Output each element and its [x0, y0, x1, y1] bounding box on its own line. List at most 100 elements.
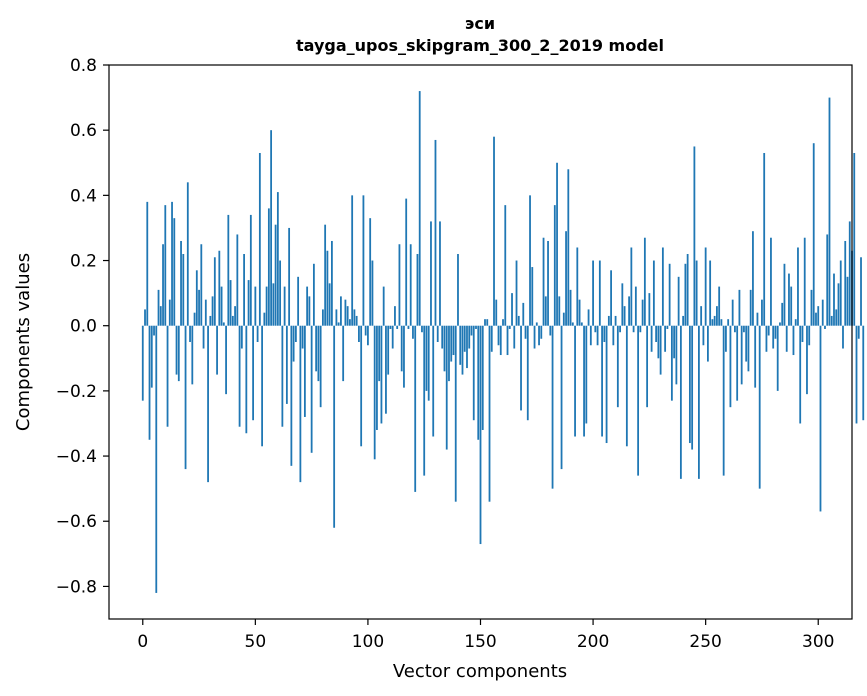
bar-249 — [702, 325, 705, 346]
bar-292 — [799, 325, 802, 424]
chart-title-line1: эси — [465, 14, 495, 33]
bar-190 — [569, 289, 572, 326]
bar-277 — [765, 325, 768, 352]
bar-260 — [727, 319, 730, 326]
bar-90 — [344, 299, 347, 326]
bar-14 — [173, 218, 176, 326]
bar-34 — [218, 250, 221, 326]
y-tick-label-2: −0.4 — [56, 447, 97, 467]
bar-213 — [621, 283, 624, 326]
bar-320 — [862, 325, 865, 421]
bar-170 — [524, 325, 527, 339]
bar-197 — [585, 325, 588, 424]
bar-156 — [493, 136, 495, 326]
bar-225 — [648, 293, 651, 326]
bar-242 — [686, 254, 689, 326]
bar-81 — [324, 224, 327, 326]
bar-199 — [589, 325, 592, 346]
bar-48 — [249, 214, 252, 326]
bar-89 — [342, 325, 345, 382]
bar-228 — [655, 325, 658, 342]
bar-37 — [225, 325, 227, 395]
bar-18 — [182, 254, 185, 326]
bar-309 — [837, 283, 840, 326]
bar-301 — [819, 325, 822, 512]
bar-271 — [752, 231, 754, 326]
bar-22 — [191, 325, 194, 385]
bar-178 — [542, 237, 545, 326]
bar-177 — [540, 325, 543, 339]
bar-61 — [279, 260, 282, 326]
bar-30 — [209, 315, 212, 326]
bar-319 — [860, 257, 862, 326]
x-tick-label-0: 0 — [137, 632, 148, 652]
bar-26 — [200, 244, 203, 326]
bar-84 — [331, 240, 333, 326]
bar-181 — [549, 325, 552, 336]
bar-293 — [801, 325, 804, 342]
bar-297 — [810, 289, 813, 326]
bar-207 — [607, 315, 610, 326]
bar-174 — [533, 325, 536, 349]
bar-68 — [294, 325, 297, 342]
bar-17 — [180, 240, 182, 326]
x-axis-label: Vector components — [393, 661, 567, 682]
bar-39 — [229, 280, 232, 326]
bar-82 — [326, 250, 329, 326]
bar-189 — [567, 169, 570, 326]
bar-93 — [351, 195, 354, 326]
bar-236 — [673, 325, 676, 359]
bar-13 — [171, 201, 173, 326]
bar-32 — [213, 257, 216, 326]
bar-85 — [333, 325, 336, 528]
bar-203 — [598, 260, 601, 326]
bar-302 — [821, 299, 824, 326]
bar-67 — [292, 325, 295, 362]
bar-73 — [306, 286, 309, 326]
bar-216 — [628, 296, 630, 326]
bar-255 — [716, 306, 718, 326]
bar-160 — [502, 319, 504, 326]
bar-58 — [272, 283, 275, 326]
bar-72 — [303, 325, 306, 417]
plot-frame — [108, 64, 853, 620]
bar-314 — [848, 221, 851, 326]
bar-219 — [634, 286, 637, 326]
bar-172 — [529, 195, 531, 326]
bar-299 — [815, 312, 817, 326]
bar-163 — [508, 325, 511, 329]
bar-5 — [153, 325, 155, 336]
bar-305 — [828, 97, 831, 326]
x-tick-label-50: 50 — [245, 632, 267, 652]
bar-46 — [245, 325, 248, 434]
bar-125 — [423, 325, 426, 476]
bar-117 — [405, 198, 408, 326]
bar-94 — [353, 309, 356, 326]
bar-191 — [571, 322, 574, 326]
y-axis-ticks: −0.8 −0.6 −0.4 −0.2 0.0 0.2 0.4 0.6 0.8 — [56, 56, 109, 597]
bar-29 — [207, 325, 209, 483]
bar-21 — [189, 325, 191, 342]
bar-214 — [623, 306, 626, 326]
bar-193 — [576, 247, 579, 326]
bar-121 — [414, 325, 417, 492]
bar-11 — [166, 325, 169, 427]
bar-70 — [299, 325, 302, 483]
bar-184 — [556, 162, 558, 326]
bar-265 — [738, 289, 741, 326]
bar-270 — [749, 289, 752, 326]
bar-1 — [144, 309, 146, 326]
bar-182 — [551, 325, 554, 489]
bar-234 — [668, 263, 671, 326]
bar-101 — [369, 218, 372, 326]
y-tick-label-1: −0.6 — [56, 512, 97, 532]
bar-262 — [731, 299, 734, 326]
bar-313 — [846, 276, 849, 326]
bar-161 — [504, 205, 507, 326]
bar-111 — [391, 325, 394, 349]
bar-268 — [745, 325, 748, 362]
bar-188 — [565, 231, 567, 326]
y-tick-label-5: 0.2 — [70, 252, 97, 272]
bar-276 — [763, 152, 766, 326]
bar-56 — [267, 208, 270, 326]
